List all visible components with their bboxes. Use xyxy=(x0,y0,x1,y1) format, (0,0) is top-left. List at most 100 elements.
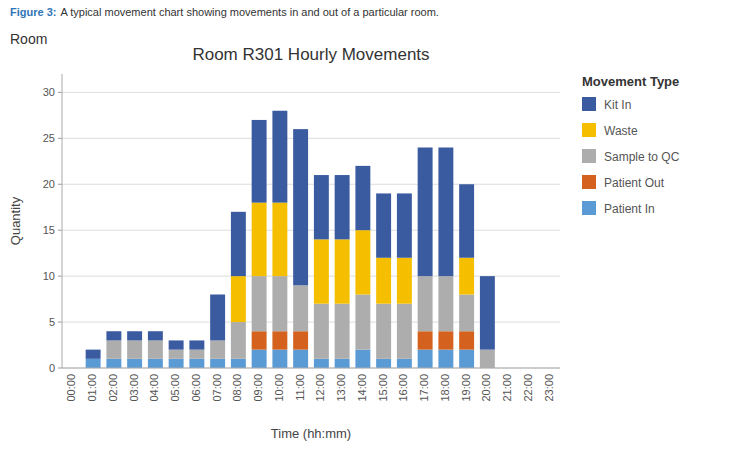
bar xyxy=(438,350,453,368)
bar xyxy=(418,276,433,331)
bar xyxy=(106,340,121,358)
bars xyxy=(86,111,495,368)
y-tick xyxy=(58,368,62,369)
bar xyxy=(148,331,163,340)
y-tick-label: 5 xyxy=(49,316,55,328)
bar xyxy=(438,276,453,331)
room-label: Room xyxy=(10,31,47,47)
legend-label: Patient Out xyxy=(604,176,665,190)
x-tick-label: 10:00 xyxy=(273,374,285,402)
y-tick xyxy=(58,184,62,185)
bar xyxy=(459,350,474,368)
x-tick-label: 12:00 xyxy=(314,374,326,402)
bar xyxy=(459,331,474,349)
bar xyxy=(459,184,474,258)
bar xyxy=(293,129,308,285)
caption: Figure 3:A typical movement chart showin… xyxy=(10,6,439,18)
bar xyxy=(335,304,350,359)
caption-text: A typical movement chart showing movemen… xyxy=(60,6,438,18)
x-tick-label: 08:00 xyxy=(231,374,243,402)
bar xyxy=(480,276,495,350)
bar xyxy=(376,258,391,304)
bar xyxy=(376,193,391,257)
x-tick-label: 00:00 xyxy=(65,374,77,402)
bar xyxy=(189,359,204,368)
bar xyxy=(169,340,184,349)
bar xyxy=(272,350,287,368)
bar xyxy=(459,258,474,295)
bar xyxy=(127,331,142,340)
bar xyxy=(252,350,267,368)
grid-line xyxy=(62,92,560,93)
bar xyxy=(106,331,121,340)
bar xyxy=(106,359,121,368)
bar xyxy=(314,239,329,303)
x-tick-label: 22:00 xyxy=(522,374,534,402)
bar xyxy=(293,350,308,368)
bar xyxy=(272,203,287,277)
bar xyxy=(397,304,412,359)
legend-swatch xyxy=(582,201,596,215)
x-tick-label: 01:00 xyxy=(86,374,98,402)
bar xyxy=(169,350,184,359)
y-axis xyxy=(62,74,63,368)
legend-swatch xyxy=(582,97,596,111)
series-bars xyxy=(106,276,494,368)
grid-line xyxy=(62,138,560,139)
bar xyxy=(148,340,163,358)
y-tick-label: 30 xyxy=(43,86,55,98)
x-tick-label: 07:00 xyxy=(211,374,223,402)
legend-title: Movement Type xyxy=(582,74,679,89)
y-tick xyxy=(58,138,62,139)
y-tick-label: 0 xyxy=(49,362,55,374)
bar xyxy=(335,359,350,368)
x-tick-label: 17:00 xyxy=(418,374,430,402)
legend: Movement TypeKit InWasteSample to QCPati… xyxy=(582,74,680,216)
bar xyxy=(418,350,433,368)
y-tick xyxy=(58,230,62,231)
bar xyxy=(459,295,474,332)
x-tick-label: 15:00 xyxy=(377,374,389,402)
x-tick-label: 03:00 xyxy=(128,374,140,402)
bar xyxy=(272,111,287,203)
bar xyxy=(397,359,412,368)
legend-swatch xyxy=(582,149,596,163)
legend-swatch xyxy=(582,123,596,137)
bar xyxy=(335,239,350,303)
series-bars xyxy=(231,203,474,322)
legend-label: Waste xyxy=(604,124,638,138)
bar xyxy=(189,350,204,359)
bar xyxy=(438,331,453,349)
x-tick-label: 21:00 xyxy=(501,374,513,402)
bar xyxy=(86,359,101,368)
bar xyxy=(438,148,453,277)
grid-line xyxy=(62,184,560,185)
y-tick xyxy=(58,322,62,323)
x-tick-label: 09:00 xyxy=(252,374,264,402)
grid-line xyxy=(62,368,560,369)
bar xyxy=(231,359,246,368)
bar xyxy=(210,340,225,358)
y-tick xyxy=(58,276,62,277)
bar xyxy=(231,276,246,322)
x-tick-label: 14:00 xyxy=(356,374,368,402)
y-tick-label: 10 xyxy=(43,270,55,282)
bar xyxy=(272,276,287,331)
x-axis-label: Time (hh:mm) xyxy=(271,426,351,441)
bar xyxy=(314,304,329,359)
title: Room R301 Hourly Movements xyxy=(192,45,429,64)
x-tick-label: 04:00 xyxy=(148,374,160,402)
bar xyxy=(397,193,412,257)
bar xyxy=(397,258,412,304)
bar xyxy=(252,203,267,277)
bar xyxy=(127,340,142,358)
bar xyxy=(376,304,391,359)
x-tick-label: 20:00 xyxy=(480,374,492,402)
bar xyxy=(272,331,287,349)
x-tick-label: 06:00 xyxy=(190,374,202,402)
y-tick-label: 15 xyxy=(43,224,55,236)
bar xyxy=(293,285,308,331)
x-tick-label: 02:00 xyxy=(107,374,119,402)
bar xyxy=(355,230,370,294)
y-tick-label: 20 xyxy=(43,178,55,190)
